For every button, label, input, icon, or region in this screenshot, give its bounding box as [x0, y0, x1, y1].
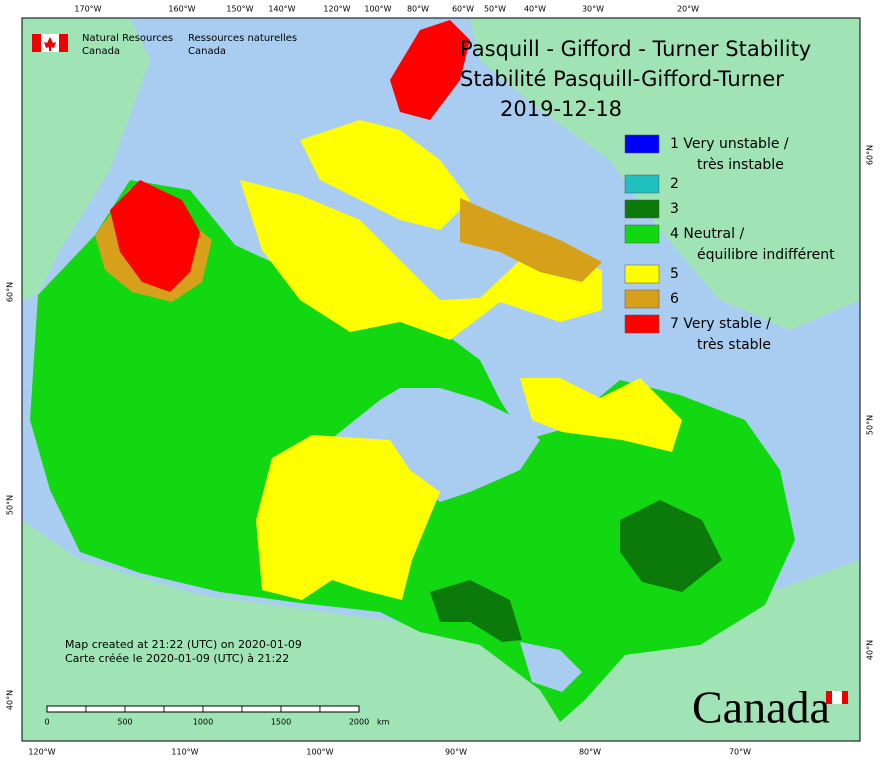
- legend-swatch: [624, 289, 660, 309]
- arctic-stable-north: [300, 120, 470, 230]
- flag-band: [32, 34, 41, 52]
- map-area: [21, 17, 861, 742]
- longitude-label: 150°W: [226, 5, 253, 14]
- baffin-slightly-stable: [460, 198, 602, 282]
- legend-swatch: [624, 314, 660, 334]
- flag-band: [59, 34, 68, 52]
- logo: [32, 34, 68, 52]
- longitude-label: 80°W: [579, 748, 601, 757]
- logo-text: Canada: [82, 46, 120, 57]
- map-title: Stabilité Pasquill-Gifford-Turner: [460, 67, 784, 91]
- ellesmere-very-stable: [390, 20, 470, 120]
- longitude-label: 100°W: [364, 5, 391, 14]
- scale-bar: [46, 705, 360, 713]
- longitude-label: 50°W: [484, 5, 506, 14]
- scale-tick-label: 500: [117, 718, 132, 727]
- longitude-label: 40°W: [524, 5, 546, 14]
- longitude-label: 120°W: [323, 5, 350, 14]
- great-lakes: [520, 642, 582, 692]
- hudson-bay: [330, 388, 540, 502]
- labrador-stable: [520, 378, 682, 452]
- scale-segment: [319, 705, 360, 713]
- legend-label: 1 Very unstable /: [670, 136, 789, 152]
- longitude-label: 120°W: [28, 748, 55, 757]
- legend-swatch: [624, 224, 660, 244]
- latitude-label: 50°N: [866, 415, 875, 435]
- longitude-label: 20°W: [677, 5, 699, 14]
- logo-text: Ressources naturelles: [188, 33, 297, 44]
- scale-segment: [280, 705, 321, 713]
- legend-label: 6: [670, 291, 679, 307]
- latitude-label: 50°N: [6, 495, 15, 515]
- map-title: Pasquill - Gifford - Turner Stability: [460, 37, 811, 61]
- arctic-stable: [240, 180, 602, 340]
- longitude-label: 160°W: [168, 5, 195, 14]
- scale-segment: [163, 705, 204, 713]
- latitude-label: 60°N: [6, 282, 15, 302]
- canada-wordmark: Canada: [692, 682, 830, 733]
- logo-text: Natural Resources: [82, 33, 173, 44]
- map-title: 2019-12-18: [500, 97, 622, 121]
- scale-unit: km: [377, 718, 390, 727]
- logo-text: Canada: [188, 46, 226, 57]
- scale-segment: [85, 705, 126, 713]
- scale-segment: [124, 705, 165, 713]
- legend-swatch: [624, 264, 660, 284]
- legend-label: 4 Neutral /: [670, 226, 744, 242]
- legend-swatch: [624, 134, 660, 154]
- maple-leaf: [44, 37, 56, 51]
- footer-note: Carte créée le 2020-01-09 (UTC) à 21:22: [65, 652, 289, 665]
- longitude-label: 60°W: [452, 5, 474, 14]
- longitude-label: 70°W: [729, 748, 751, 757]
- longitude-label: 80°W: [407, 5, 429, 14]
- legend-label: 3: [670, 201, 679, 217]
- legend-label: 2: [670, 176, 679, 192]
- legend-label: équilibre indifférent: [697, 247, 835, 263]
- ontario-moderately-stable: [430, 580, 522, 642]
- alaska: [22, 18, 150, 300]
- longitude-label: 170°W: [74, 5, 101, 14]
- legend-label: 7 Very stable /: [670, 316, 771, 332]
- legend-label: très stable: [697, 337, 771, 353]
- longitude-label: 110°W: [171, 748, 198, 757]
- longitude-label: 140°W: [268, 5, 295, 14]
- scale-segment: [202, 705, 243, 713]
- quebec-moderately-stable: [620, 500, 722, 592]
- scale-tick-label: 2000: [349, 718, 369, 727]
- legend-label: très instable: [697, 157, 784, 173]
- legend-swatch: [624, 174, 660, 194]
- scale-segment: [46, 705, 87, 713]
- footer-note: Map created at 21:22 (UTC) on 2020-01-09: [65, 638, 302, 651]
- legend-label: 5: [670, 266, 679, 282]
- greenland: [470, 18, 860, 330]
- longitude-label: 100°W: [306, 748, 333, 757]
- prairie-stable: [256, 435, 440, 600]
- latitude-label: 60°N: [866, 145, 875, 165]
- scale-tick-label: 1000: [193, 718, 213, 727]
- nwt-very-stable: [110, 180, 200, 292]
- longitude-label: 90°W: [445, 748, 467, 757]
- scale-segment: [241, 705, 282, 713]
- scale-tick-label: 1500: [271, 718, 291, 727]
- wordmark-flag-field: [832, 691, 842, 704]
- map-frame: [21, 17, 861, 742]
- scale-tick-label: 0: [44, 718, 49, 727]
- legend-swatch: [624, 199, 660, 219]
- longitude-label: 30°W: [582, 5, 604, 14]
- latitude-label: 40°N: [6, 690, 15, 710]
- latitude-label: 40°N: [866, 640, 875, 660]
